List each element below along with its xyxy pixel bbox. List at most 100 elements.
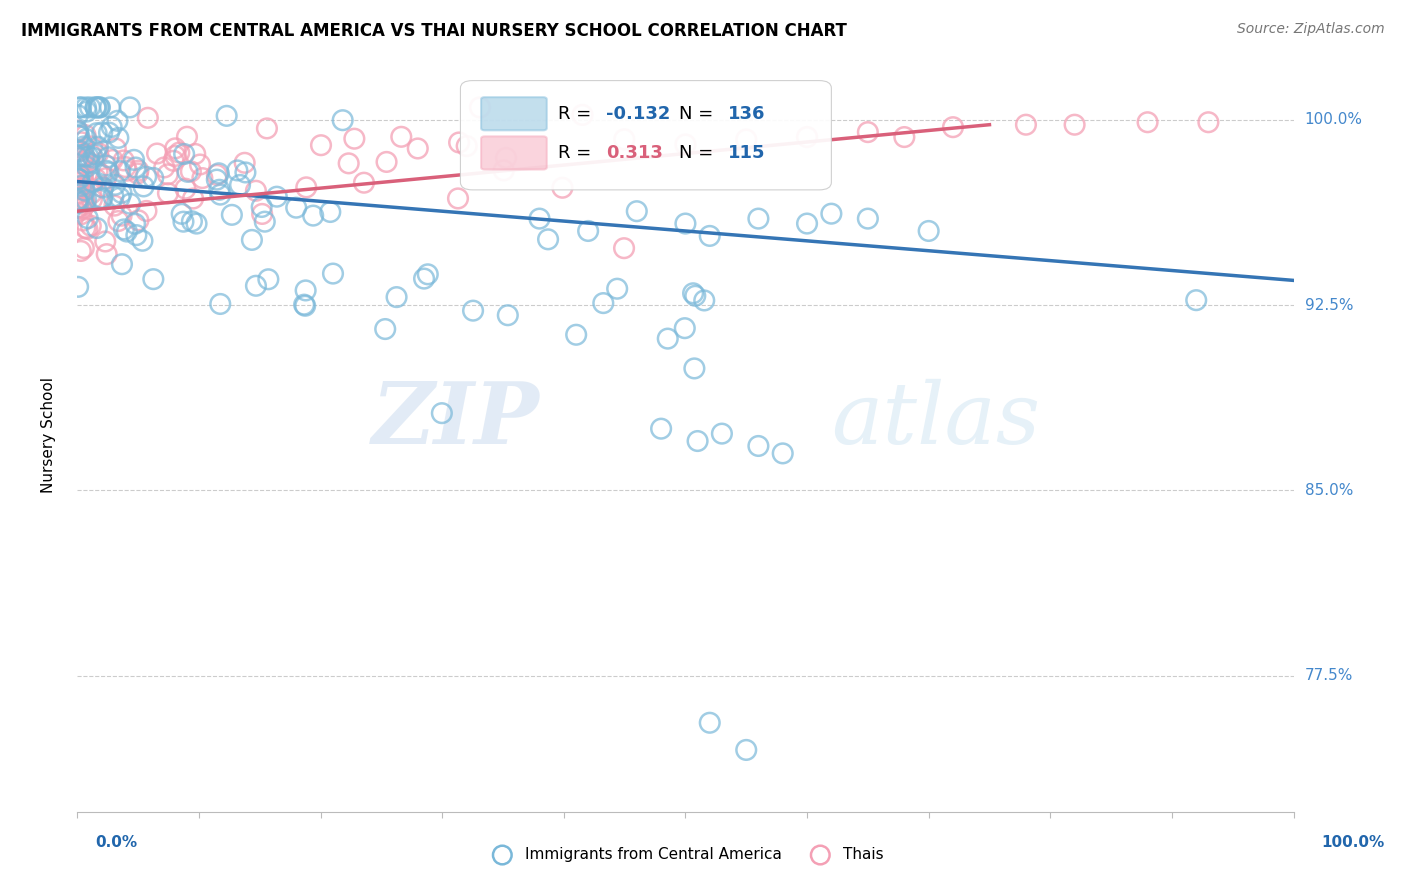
Point: [66, 193, 89, 207]
Point: [229, 178, 252, 192]
Point: [87, 100, 110, 114]
Point: [67, 172, 90, 186]
Point: [73, 139, 96, 153]
Point: [67, 173, 90, 187]
Point: [67, 128, 90, 143]
Point: [209, 297, 232, 311]
FancyBboxPatch shape: [460, 80, 831, 190]
Point: [104, 142, 127, 156]
Point: [176, 129, 198, 144]
Point: [468, 100, 491, 114]
Point: [72, 169, 94, 184]
Point: [91, 126, 114, 140]
Point: [191, 171, 214, 186]
Point: [115, 225, 138, 239]
Point: [215, 109, 238, 123]
Point: [73, 241, 96, 255]
Point: [747, 211, 769, 226]
Point: [650, 422, 672, 436]
Point: [69, 100, 91, 114]
Point: [136, 111, 159, 125]
Point: [87, 140, 110, 154]
Point: [66, 193, 89, 207]
Point: [70, 178, 93, 193]
Point: [169, 145, 191, 160]
Text: R =: R =: [558, 144, 596, 162]
Point: [571, 108, 593, 122]
Point: [67, 171, 90, 186]
Point: [235, 165, 257, 179]
Point: [385, 290, 408, 304]
Point: [673, 321, 696, 335]
Point: [613, 241, 636, 255]
Point: [70, 182, 93, 196]
Point: [1063, 118, 1085, 132]
Text: 100.0%: 100.0%: [1305, 112, 1362, 128]
Point: [67, 172, 90, 186]
Point: [240, 233, 263, 247]
Point: [70, 207, 93, 221]
Point: [72, 213, 94, 227]
Point: [796, 217, 818, 231]
Text: 115: 115: [728, 144, 765, 162]
Point: [735, 743, 758, 757]
Point: [66, 194, 89, 208]
Point: [75, 100, 97, 114]
Point: [205, 168, 228, 182]
Point: [75, 128, 97, 143]
Point: [98, 100, 121, 114]
Point: [67, 186, 90, 201]
Point: [294, 284, 316, 298]
Text: 77.5%: 77.5%: [1305, 668, 1353, 683]
Text: ZIP: ZIP: [371, 378, 540, 461]
Point: [565, 327, 588, 342]
Point: [90, 179, 112, 194]
Point: [856, 211, 879, 226]
Point: [124, 161, 146, 175]
Text: 85.0%: 85.0%: [1305, 483, 1353, 498]
Point: [184, 147, 207, 161]
Point: [69, 244, 91, 258]
Point: [699, 228, 721, 243]
Point: [76, 160, 98, 174]
Point: [295, 180, 318, 194]
Point: [73, 198, 96, 212]
Point: [70, 136, 93, 150]
Text: N =: N =: [679, 104, 720, 123]
Point: [181, 192, 204, 206]
Point: [110, 186, 132, 200]
Point: [100, 120, 122, 134]
Point: [294, 299, 316, 313]
Point: [69, 160, 91, 174]
Point: [699, 715, 721, 730]
Point: [162, 153, 184, 168]
Point: [67, 201, 90, 215]
Point: [114, 160, 136, 174]
Point: [343, 131, 366, 145]
Point: [80, 219, 103, 233]
Point: [142, 272, 165, 286]
Point: [73, 180, 96, 194]
Point: [456, 139, 478, 153]
FancyBboxPatch shape: [481, 97, 547, 130]
Point: [73, 149, 96, 163]
Point: [657, 332, 679, 346]
Point: [710, 426, 733, 441]
Point: [492, 163, 515, 178]
Point: [188, 157, 211, 171]
Point: [66, 108, 89, 122]
Point: [1185, 293, 1208, 308]
Point: [406, 141, 429, 155]
Point: [389, 129, 412, 144]
Point: [118, 100, 141, 114]
Text: 100.0%: 100.0%: [1322, 836, 1385, 850]
Point: [135, 169, 157, 184]
Point: [576, 224, 599, 238]
Point: [322, 267, 344, 281]
Point: [606, 282, 628, 296]
Point: [107, 131, 129, 145]
Point: [430, 406, 453, 420]
Text: R =: R =: [558, 104, 596, 123]
Point: [67, 171, 90, 186]
Point: [180, 164, 202, 178]
